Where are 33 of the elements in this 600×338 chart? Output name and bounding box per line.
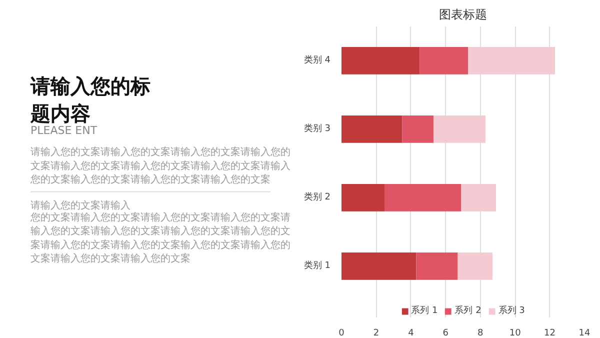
legend-label: 系列 1 (411, 304, 438, 317)
bar (402, 116, 434, 143)
bar (384, 184, 462, 212)
bar (468, 47, 555, 74)
legend-label: 系列 3 (498, 304, 525, 317)
y-tick-label: 类别 3 (304, 123, 331, 134)
bar (342, 252, 416, 280)
text: 您的文案请输入您的文案请输入您的文案请输入您的文案请输入您的文案请输入您的文案请输入您的文案请输入您的文案请输入您的文案请输入您的文案输入您的文案请输入您的文案请输入您的文案请输入您的文案 (30, 211, 290, 265)
bar (342, 116, 402, 143)
x-tick-label: 0 (338, 328, 345, 338)
x-tick-label: 4 (408, 328, 414, 338)
bar (458, 252, 493, 280)
bar (433, 116, 486, 143)
y-tick-label: 类别 2 (304, 192, 331, 203)
bar (342, 47, 420, 74)
chart-title: 图表标题 (439, 8, 487, 22)
x-tick-label: 12 (544, 328, 556, 338)
y-tick-label: 类别 4 (304, 54, 331, 66)
legend-label: 系列 2 (454, 304, 482, 317)
y-tick-label: 类别 1 (304, 260, 331, 272)
x-tick-label: 2 (373, 328, 380, 338)
text: 请输入您的标题内容 (30, 74, 150, 126)
bar (420, 47, 468, 74)
x-tick-label: 8 (477, 328, 484, 338)
x-tick-label: 6 (442, 328, 449, 338)
text: PLEASE ENT (30, 124, 98, 137)
text: 请输入您的文案请输入您的文案请输入您的文案请输入您的文案请输入您的文案请输入您的文案请输入您的文案请输入您的文案输入您的文案请输入您的文案请输入您的文案 (30, 146, 290, 186)
bar (416, 252, 458, 280)
x-tick-label: 14 (578, 328, 590, 338)
text: 请输入您的文案请输入 (30, 199, 130, 212)
bar (342, 184, 385, 212)
bar (461, 184, 496, 212)
x-tick-label: 10 (509, 328, 522, 338)
